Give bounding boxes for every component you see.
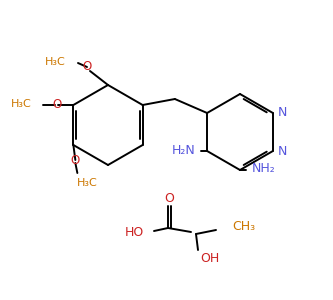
Text: N: N xyxy=(278,106,287,119)
Text: H₃C: H₃C xyxy=(11,99,31,109)
Text: O: O xyxy=(71,154,80,167)
Text: O: O xyxy=(164,193,174,206)
Text: H₃C: H₃C xyxy=(77,178,98,188)
Text: H₃C: H₃C xyxy=(45,57,66,67)
Text: NH₂: NH₂ xyxy=(252,163,276,176)
Text: CH₃: CH₃ xyxy=(232,220,255,232)
Text: N: N xyxy=(278,145,287,158)
Text: OH: OH xyxy=(200,251,219,265)
Text: HO: HO xyxy=(125,226,144,238)
Text: O: O xyxy=(82,59,92,73)
Text: H₂N: H₂N xyxy=(171,143,195,157)
Text: O: O xyxy=(53,98,62,110)
